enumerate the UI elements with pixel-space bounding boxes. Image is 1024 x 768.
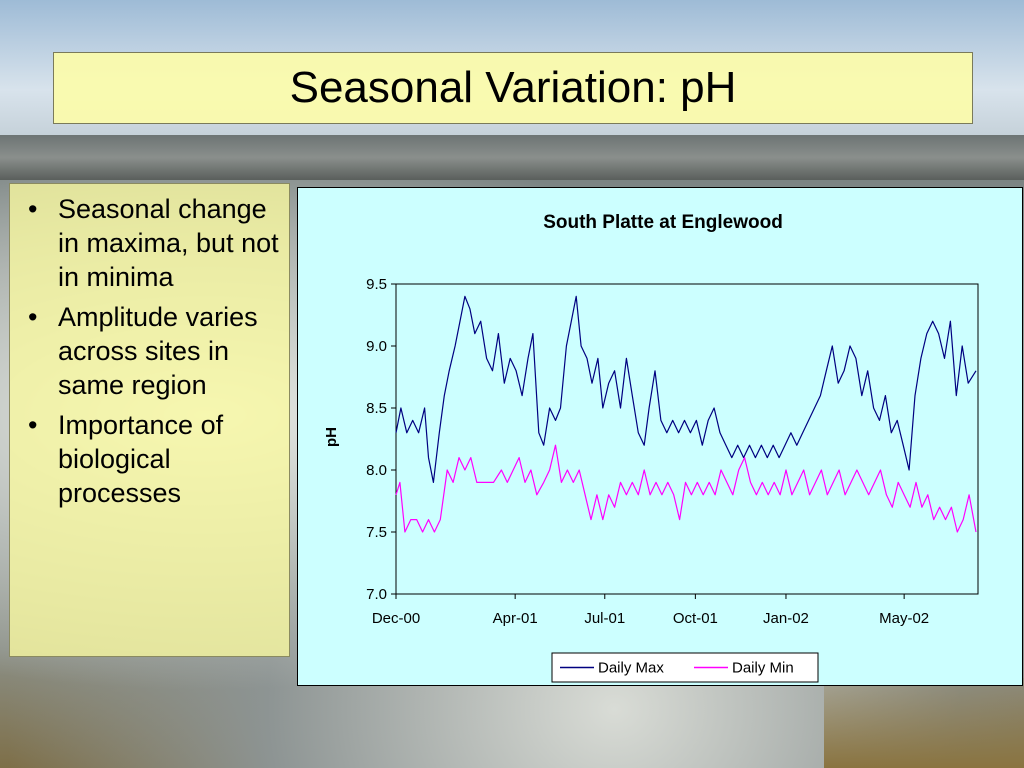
legend-box xyxy=(551,652,819,683)
chart-panel: South Platte at Englewood pH 7.0 7.5 8.0 8.… xyxy=(297,187,1023,686)
bullet-item: • Seasonal change in maxima, but not in … xyxy=(28,192,279,294)
bullet-text: Importance of biological processes xyxy=(58,410,224,508)
axes: 7.0 7.5 8.0 8.5 9.0 9.5 Dec-00 Apr-01 Jul-01 Oct-… xyxy=(366,276,929,627)
y-axis-label: pH xyxy=(323,427,340,447)
legend-label-max: Daily Max xyxy=(598,660,664,677)
x-tick-label: Jan-02 xyxy=(763,610,809,627)
bullet-list: • Seasonal change in maxima, but not in … xyxy=(28,192,279,510)
x-tick-label: Oct-01 xyxy=(673,610,718,627)
slide-title-box: Seasonal Variation: pH xyxy=(53,52,973,124)
y-tick-label: 7.0 xyxy=(366,586,387,603)
bullet-item: • Amplitude varies across sites in same … xyxy=(28,300,279,402)
chart-title: South Platte at Englewood xyxy=(543,212,783,233)
y-tick-label: 7.5 xyxy=(366,524,387,541)
data-series xyxy=(395,295,977,533)
x-tick-label: Jul-01 xyxy=(584,610,625,627)
slide-title: Seasonal Variation: pH xyxy=(289,63,737,112)
legend-label-min: Daily Min xyxy=(732,660,794,677)
x-tick-label: Dec-00 xyxy=(372,610,420,627)
x-tick-label: Apr-01 xyxy=(493,610,538,627)
bullet-marker: • xyxy=(28,194,38,224)
bullet-text: Amplitude varies across sites in same re… xyxy=(58,302,258,400)
x-tick-label: May-02 xyxy=(879,610,929,627)
bullet-item: • Importance of biological processes xyxy=(28,408,279,510)
y-tick-label: 9.0 xyxy=(366,338,387,355)
chart-legend: Daily Max Daily Min xyxy=(551,652,819,683)
bullet-list-box: • Seasonal change in maxima, but not in … xyxy=(9,183,290,657)
plot-area-frame xyxy=(395,283,979,595)
daily-min-line xyxy=(395,444,977,533)
y-tick-label: 8.5 xyxy=(366,400,387,417)
ph-line-chart: South Platte at Englewood pH 7.0 7.5 8.0 8.… xyxy=(323,212,979,683)
background-bridge xyxy=(0,135,1024,180)
background-grass xyxy=(824,678,1024,768)
y-tick-label: 9.5 xyxy=(366,276,387,293)
bullet-text: Seasonal change in maxima, but not in mi… xyxy=(58,194,279,292)
bullet-marker: • xyxy=(28,410,38,440)
y-tick-label: 8.0 xyxy=(366,462,387,479)
daily-max-line xyxy=(395,295,977,483)
bullet-marker: • xyxy=(28,302,38,332)
